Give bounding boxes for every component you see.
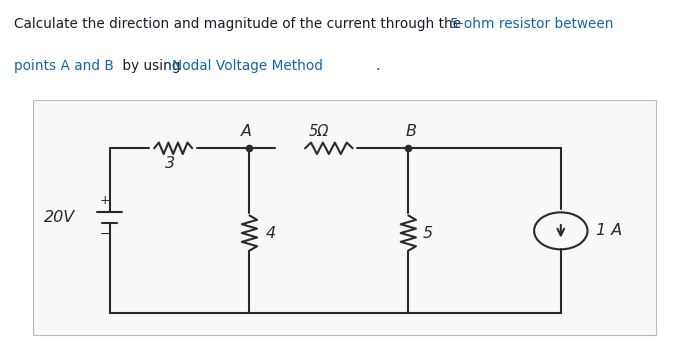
Text: −: − bbox=[99, 228, 110, 241]
Text: Calculate the direction and magnitude of the current through the: Calculate the direction and magnitude of… bbox=[14, 17, 465, 31]
Text: B: B bbox=[406, 124, 417, 139]
Text: .: . bbox=[375, 59, 379, 73]
Text: points A and B: points A and B bbox=[14, 59, 114, 73]
Text: Nodal Voltage Method: Nodal Voltage Method bbox=[172, 59, 323, 73]
Text: 3: 3 bbox=[165, 156, 175, 171]
Text: 5Ω: 5Ω bbox=[309, 124, 329, 139]
Text: 5-ohm resistor between: 5-ohm resistor between bbox=[450, 17, 613, 31]
Text: +: + bbox=[99, 194, 110, 207]
FancyBboxPatch shape bbox=[33, 100, 656, 336]
Text: by using: by using bbox=[118, 59, 185, 73]
Text: 1 A: 1 A bbox=[596, 223, 622, 238]
Text: A: A bbox=[241, 124, 251, 139]
Text: 4: 4 bbox=[266, 225, 275, 240]
Text: 5: 5 bbox=[422, 225, 433, 240]
Text: 20V: 20V bbox=[43, 210, 75, 225]
